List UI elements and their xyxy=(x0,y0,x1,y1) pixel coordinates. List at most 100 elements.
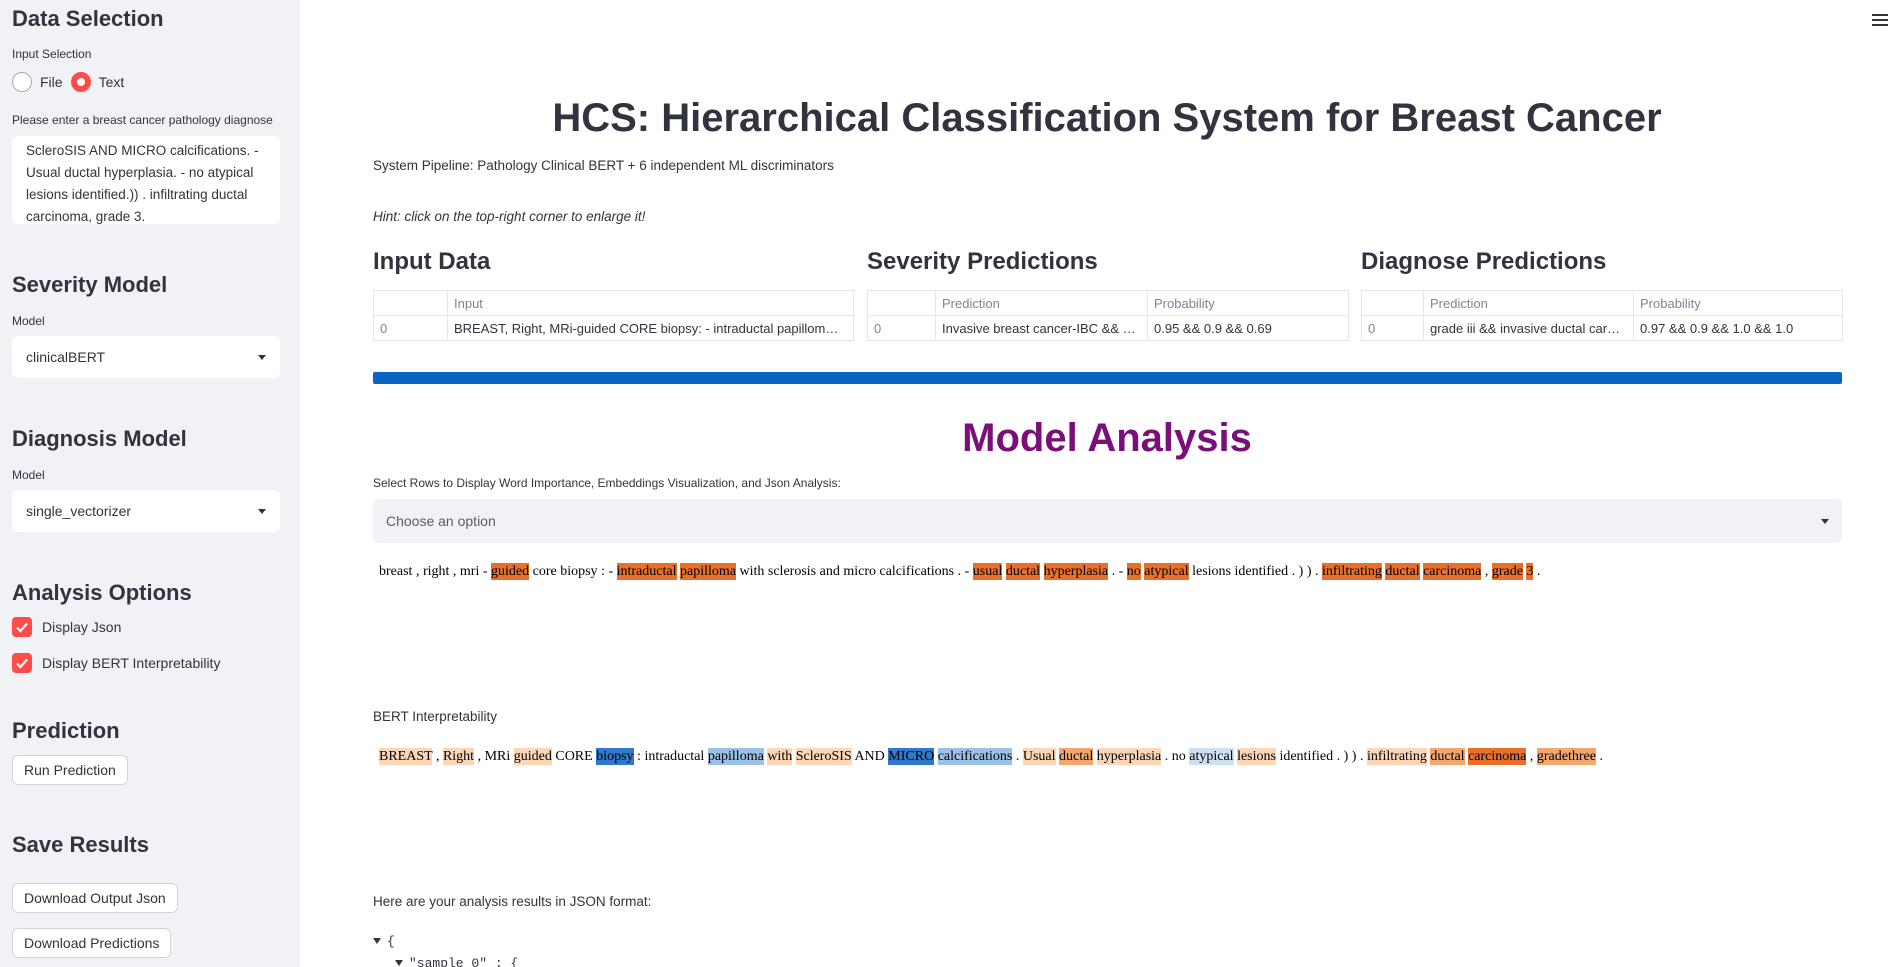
token: identified xyxy=(1234,564,1289,579)
display-json-label: Display Json xyxy=(42,619,122,635)
token: : xyxy=(637,749,641,764)
display-json-checkbox-row[interactable]: Display Json xyxy=(12,617,121,637)
diagnosis-model-value: single_vectorizer xyxy=(26,503,132,519)
token: and xyxy=(819,564,840,579)
token: calcifications xyxy=(879,564,955,579)
table-row[interactable]: 0 BREAST, Right, MRi-guided CORE biopsy:… xyxy=(373,315,854,341)
token: papilloma xyxy=(680,563,736,580)
token: breast xyxy=(379,564,413,579)
severity-model-label: Model xyxy=(12,314,45,328)
table-header-cell xyxy=(1361,290,1424,316)
display-bert-checkbox[interactable] xyxy=(12,653,32,673)
analysis-options-heading: Analysis Options xyxy=(12,580,192,605)
word-importance-text: breast , right , mri - guided core biops… xyxy=(379,563,1540,580)
main-content: HCS: Hierarchical Classification System … xyxy=(300,0,1898,967)
token: usual xyxy=(972,563,1003,580)
table-cell: 0 xyxy=(1361,315,1424,341)
token: carcinoma xyxy=(1423,563,1482,580)
download-predictions-button[interactable]: Download Predictions xyxy=(12,928,172,958)
diagnosis-model-label: Model xyxy=(12,468,45,482)
check-icon xyxy=(16,622,28,633)
hamburger-menu-icon[interactable] xyxy=(1872,14,1888,28)
token: mri xyxy=(459,564,480,579)
table-cell: 0.95 && 0.9 && 0.69 xyxy=(1147,315,1349,341)
token: papilloma xyxy=(707,748,764,765)
table-cell: BREAST, Right, MRi-guided CORE biopsy: -… xyxy=(447,315,854,341)
diagnose-textarea[interactable]: ScleroSIS AND MICRO calcifications. - Us… xyxy=(12,136,280,224)
display-bert-label: Display BERT Interpretability xyxy=(42,655,221,671)
input-selection-radio-group: File Text xyxy=(12,72,132,92)
token: - xyxy=(1118,564,1124,579)
table-cell: 0.97 && 0.9 && 1.0 && 1.0 xyxy=(1633,315,1843,341)
select-rows-label: Select Rows to Display Word Importance, … xyxy=(373,476,841,490)
model-analysis-heading: Model Analysis xyxy=(962,416,1252,460)
json-root-row[interactable]: { xyxy=(373,930,518,952)
radio-text-label[interactable]: Text xyxy=(98,74,125,90)
input-data-table[interactable]: Input 0 BREAST, Right, MRi-guided CORE b… xyxy=(373,290,854,341)
token: AND xyxy=(854,749,885,764)
radio-text[interactable] xyxy=(70,72,91,92)
table-header-row: Input xyxy=(373,290,854,316)
token: core xyxy=(532,564,557,579)
token: , xyxy=(452,564,457,579)
token: hyperplasia xyxy=(1043,563,1109,580)
token: . xyxy=(1164,749,1169,764)
token: gradethree xyxy=(1536,748,1596,765)
diagnose-predictions-heading: Diagnose Predictions xyxy=(1361,248,1607,275)
token: identified xyxy=(1279,749,1334,764)
token: . xyxy=(1599,749,1603,764)
token: MRi xyxy=(484,749,511,764)
progress-bar xyxy=(373,372,1842,384)
json-sample-key: "sample_0" : { xyxy=(409,955,519,967)
table-header-cell xyxy=(867,290,936,316)
token: infiltrating xyxy=(1321,563,1382,580)
token: grade xyxy=(1491,563,1523,580)
choose-option-select[interactable]: Choose an option xyxy=(373,499,1842,543)
display-bert-checkbox-row[interactable]: Display BERT Interpretability xyxy=(12,653,220,673)
json-sample-row[interactable]: "sample_0" : { xyxy=(373,952,518,967)
table-cell: grade iii && invasive ductal car… xyxy=(1423,315,1634,341)
json-results-label: Here are your analysis results in JSON f… xyxy=(373,894,652,909)
token: . xyxy=(1291,564,1296,579)
token: ductal xyxy=(1059,748,1094,765)
severity-model-select[interactable]: clinicalBERT xyxy=(12,336,280,378)
diagnosis-model-heading: Diagnosis Model xyxy=(12,426,187,451)
download-json-button[interactable]: Download Output Json xyxy=(12,883,178,913)
run-prediction-button[interactable]: Run Prediction xyxy=(12,755,128,785)
token: with xyxy=(739,564,765,579)
choose-option-placeholder: Choose an option xyxy=(386,513,496,529)
token: intraductal xyxy=(644,749,705,764)
token: atypical xyxy=(1189,748,1234,765)
display-json-checkbox[interactable] xyxy=(12,617,32,637)
prediction-heading: Prediction xyxy=(12,718,120,743)
diagnosis-model-select[interactable]: single_vectorizer xyxy=(12,490,280,532)
bert-interpretability-heading: BERT Interpretability xyxy=(373,709,498,724)
token: . xyxy=(957,564,962,579)
token: . xyxy=(1314,564,1319,579)
chevron-down-icon xyxy=(258,508,266,514)
hint-text: Hint: click on the top-right corner to e… xyxy=(373,209,646,224)
radio-file[interactable] xyxy=(12,72,32,92)
severity-model-heading: Severity Model xyxy=(12,272,168,297)
table-row[interactable]: 0 grade iii && invasive ductal car… 0.97… xyxy=(1361,315,1843,341)
table-header-cell: Prediction xyxy=(935,290,1148,316)
token: carcinoma xyxy=(1468,748,1527,765)
radio-file-label[interactable]: File xyxy=(40,74,63,90)
token: , xyxy=(1484,564,1489,579)
token: : xyxy=(601,564,605,579)
severity-predictions-heading: Severity Predictions xyxy=(867,248,1098,275)
collapse-triangle-icon[interactable] xyxy=(373,938,381,944)
token: ) xyxy=(1351,749,1357,764)
token: . xyxy=(1336,749,1341,764)
table-row[interactable]: 0 Invasive breast cancer-IBC && H… 0.95 … xyxy=(867,315,1349,341)
table-cell: Invasive breast cancer-IBC && H… xyxy=(935,315,1148,341)
token: guided xyxy=(491,563,530,580)
diagnose-predictions-table[interactable]: Prediction Probability 0 grade iii && in… xyxy=(1361,290,1843,341)
severity-predictions-table[interactable]: Prediction Probability 0 Invasive breast… xyxy=(867,290,1349,341)
collapse-triangle-icon[interactable] xyxy=(395,960,403,966)
token: Right xyxy=(442,748,475,765)
json-viewer[interactable]: { "sample_0" : { xyxy=(373,930,518,967)
token: , xyxy=(1529,749,1534,764)
token: ScleroSIS xyxy=(795,748,852,765)
token: 3 xyxy=(1526,563,1534,580)
